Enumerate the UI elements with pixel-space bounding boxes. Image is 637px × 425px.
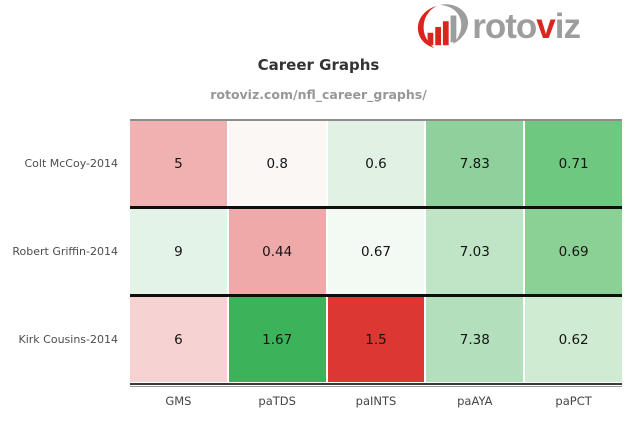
table-top-border bbox=[130, 119, 622, 121]
bar-chart-swoosh-icon bbox=[418, 4, 469, 49]
heatmap-cell: 9 bbox=[130, 209, 227, 294]
heatmap-cell: 0.67 bbox=[327, 209, 425, 294]
heatmap-cell: 0.69 bbox=[525, 209, 622, 294]
wordmark-iz: iz bbox=[554, 7, 581, 46]
heatmap-cell: 7.38 bbox=[426, 297, 524, 382]
rotoviz-logo: rotoviz bbox=[413, 4, 581, 50]
row-label: Kirk Cousins-2014 bbox=[18, 333, 119, 346]
heatmap-cell: 6 bbox=[130, 297, 227, 382]
row-label: Robert Griffin-2014 bbox=[12, 245, 118, 258]
heatmap-cell: 0.44 bbox=[228, 209, 326, 294]
heatmap-cell: 0.6 bbox=[327, 121, 425, 206]
heatmap-cell: 0.71 bbox=[525, 121, 622, 206]
column-header: paINTS bbox=[355, 394, 397, 408]
column-header: GMS bbox=[165, 394, 192, 408]
chart-title: Career Graphs bbox=[257, 56, 380, 74]
heatmap-table: Colt McCoy-2014 5 0.8 0.6 7.83 0.71 Robert Gri… bbox=[0, 119, 622, 408]
column-header: paAYA bbox=[457, 394, 493, 408]
heatmap-cell: 0.8 bbox=[228, 121, 326, 206]
column-header: paPCT bbox=[555, 394, 592, 408]
heatmap-cell: 1.5 bbox=[327, 297, 425, 382]
row-label: Colt McCoy-2014 bbox=[24, 157, 118, 170]
heatmap-cell: 7.83 bbox=[426, 121, 524, 206]
heatmap-cell: 0.62 bbox=[525, 297, 622, 382]
heatmap-cell: 5 bbox=[130, 121, 227, 206]
heatmap-cell: 1.67 bbox=[228, 297, 326, 382]
header-spacer bbox=[0, 387, 128, 408]
row-separator bbox=[130, 294, 622, 297]
wordmark-v: v bbox=[536, 7, 555, 46]
wordmark-roto: roto bbox=[472, 7, 537, 46]
heatmap-cell: 7.03 bbox=[426, 209, 524, 294]
table-bottom-rule bbox=[130, 383, 622, 387]
rotoviz-wordmark: rotoviz bbox=[472, 4, 581, 50]
row-separator bbox=[130, 206, 622, 209]
column-header: paTDS bbox=[258, 394, 296, 408]
chart-subtitle: rotoviz.com/nfl_career_graphs/ bbox=[210, 87, 427, 102]
